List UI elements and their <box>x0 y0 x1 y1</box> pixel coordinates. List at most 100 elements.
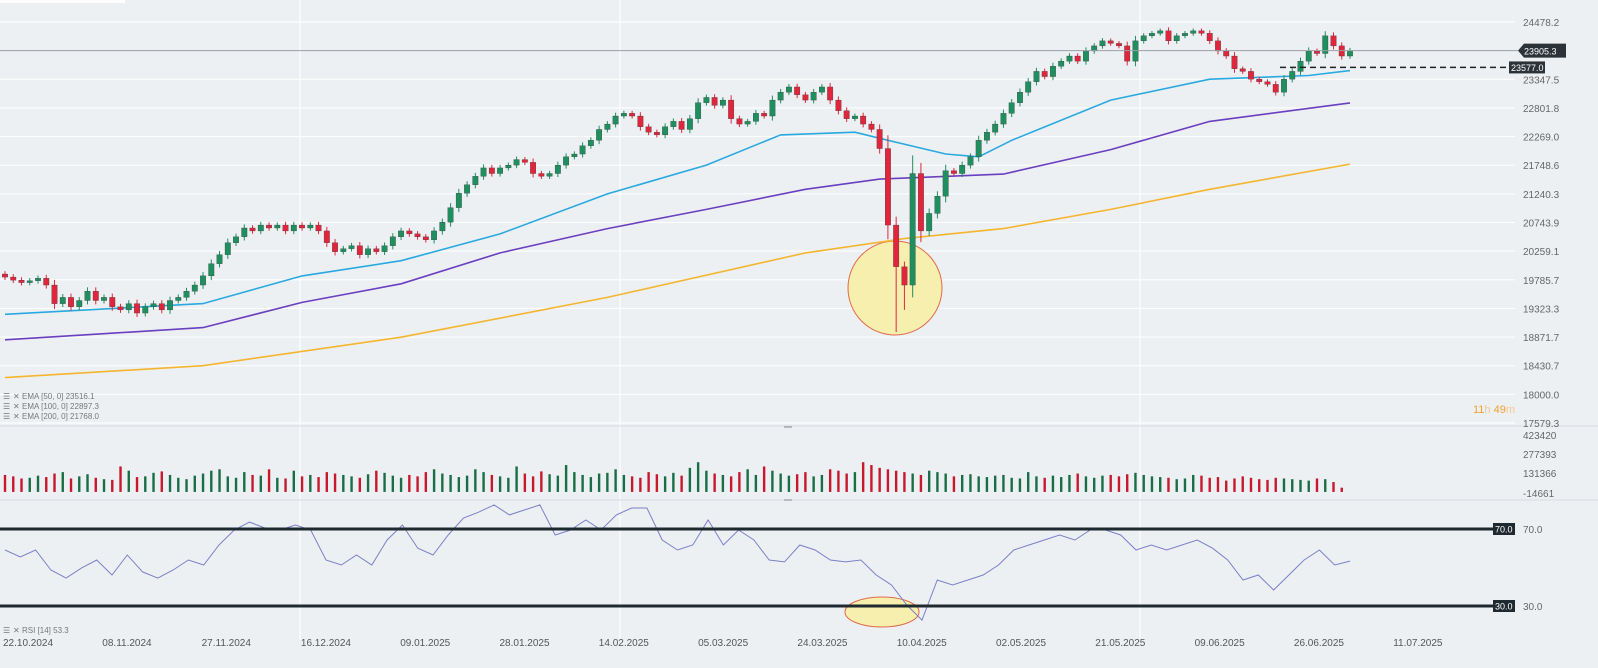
volume-bar <box>911 473 914 492</box>
volume-bar <box>507 477 510 492</box>
candle-body <box>596 129 603 141</box>
volume-bar <box>1299 479 1302 492</box>
countdown-hours: 11 <box>1473 404 1484 416</box>
volume-bar <box>1117 476 1121 492</box>
candle-body <box>307 224 314 229</box>
volume-bar <box>564 465 568 492</box>
candle-body <box>794 86 801 95</box>
volume-bar <box>432 469 436 492</box>
candle-body <box>835 99 842 111</box>
date-tick: 11.07.2025 <box>1393 638 1443 649</box>
candle-body <box>744 121 751 125</box>
remove-icon: ✕ <box>13 392 20 401</box>
price-tick: 20743.9 <box>1523 219 1560 230</box>
candle-body <box>546 173 553 177</box>
volume-bar <box>845 473 848 492</box>
volume-bar <box>746 469 749 492</box>
price-tick: 18871.7 <box>1523 333 1560 344</box>
volume-bar <box>630 476 634 492</box>
volume-bar <box>1216 477 1220 492</box>
legend-part: EMA <box>22 402 41 411</box>
candle-body <box>1149 33 1155 36</box>
volume-bar <box>1084 476 1088 492</box>
candle-body <box>216 254 223 264</box>
volume-bar <box>1142 474 1145 492</box>
candle-body <box>1264 81 1271 85</box>
candle-body <box>1223 50 1230 57</box>
volume-bar <box>672 472 675 492</box>
volume-bar <box>729 476 733 492</box>
candle-body <box>183 291 190 298</box>
countdown-h: h <box>1484 404 1493 416</box>
candle-body <box>1182 33 1188 36</box>
candle-body <box>1281 79 1287 93</box>
price-tick: 17579.3 <box>1523 419 1560 430</box>
volume-bar <box>556 475 560 492</box>
candle-body <box>109 297 116 307</box>
volume-bar <box>160 471 163 492</box>
volume-bar <box>474 469 477 492</box>
candle-body <box>431 230 437 240</box>
volume-bar <box>102 479 106 492</box>
date-tick: 26.06.2025 <box>1294 638 1344 649</box>
candle-body <box>538 173 545 177</box>
volume-bar <box>614 469 617 492</box>
volume-bar <box>482 472 485 492</box>
candle-body <box>629 113 636 117</box>
candle-body <box>761 113 768 117</box>
volume-bar <box>1175 479 1178 492</box>
price-tick: 20259.1 <box>1523 247 1560 258</box>
date-tick: 09.01.2025 <box>400 638 450 649</box>
volume-bar <box>647 472 650 492</box>
candle-body <box>1330 35 1337 47</box>
volume-bar <box>622 474 626 492</box>
remove-icon: ✕ <box>13 626 20 635</box>
candle-body <box>464 184 470 194</box>
candles <box>2 27 1353 333</box>
grid <box>0 0 1598 640</box>
volume-bar <box>1167 477 1170 492</box>
volume-bar <box>3 474 7 492</box>
volume-bar <box>45 477 48 492</box>
volume-bar <box>696 462 700 492</box>
volume-bar <box>1010 477 1013 492</box>
candle-body <box>315 224 322 232</box>
candle-body <box>1124 45 1131 62</box>
volume-bar <box>606 472 609 492</box>
rsi-line <box>4 504 1351 621</box>
volume-bar <box>1233 478 1236 492</box>
candle-body <box>1083 50 1089 62</box>
volume-bar <box>144 476 147 492</box>
volume-bar <box>804 472 807 492</box>
volume-bar <box>779 473 782 492</box>
candle-body <box>59 297 66 304</box>
candle-body <box>200 275 206 286</box>
volume-bar <box>1340 487 1343 492</box>
candle-body <box>587 140 594 146</box>
volume-bar <box>738 472 741 492</box>
volume-bar <box>152 472 155 492</box>
candle-body <box>579 145 586 155</box>
volume-bar <box>416 476 419 492</box>
candle-body <box>125 303 132 311</box>
candle-body <box>612 115 619 125</box>
volume-bar <box>36 475 40 492</box>
volume-bar <box>20 478 23 492</box>
candle-body <box>819 86 825 93</box>
candle-body <box>381 245 388 252</box>
volume-bar <box>977 476 980 492</box>
volume-bar <box>680 475 683 492</box>
volume-bar <box>663 476 667 492</box>
candle-body <box>414 233 421 237</box>
settings-icon: ☰ <box>3 412 10 421</box>
candle-body <box>84 291 91 301</box>
volume-bar <box>366 474 370 492</box>
volume-tick: 277393 <box>1523 450 1557 461</box>
volume-bar <box>1026 472 1030 492</box>
candle-body <box>719 99 726 106</box>
candle-body <box>274 224 281 229</box>
legend-part: RSI <box>22 626 38 635</box>
top-left-box <box>0 0 125 3</box>
volume-bar <box>424 472 428 492</box>
